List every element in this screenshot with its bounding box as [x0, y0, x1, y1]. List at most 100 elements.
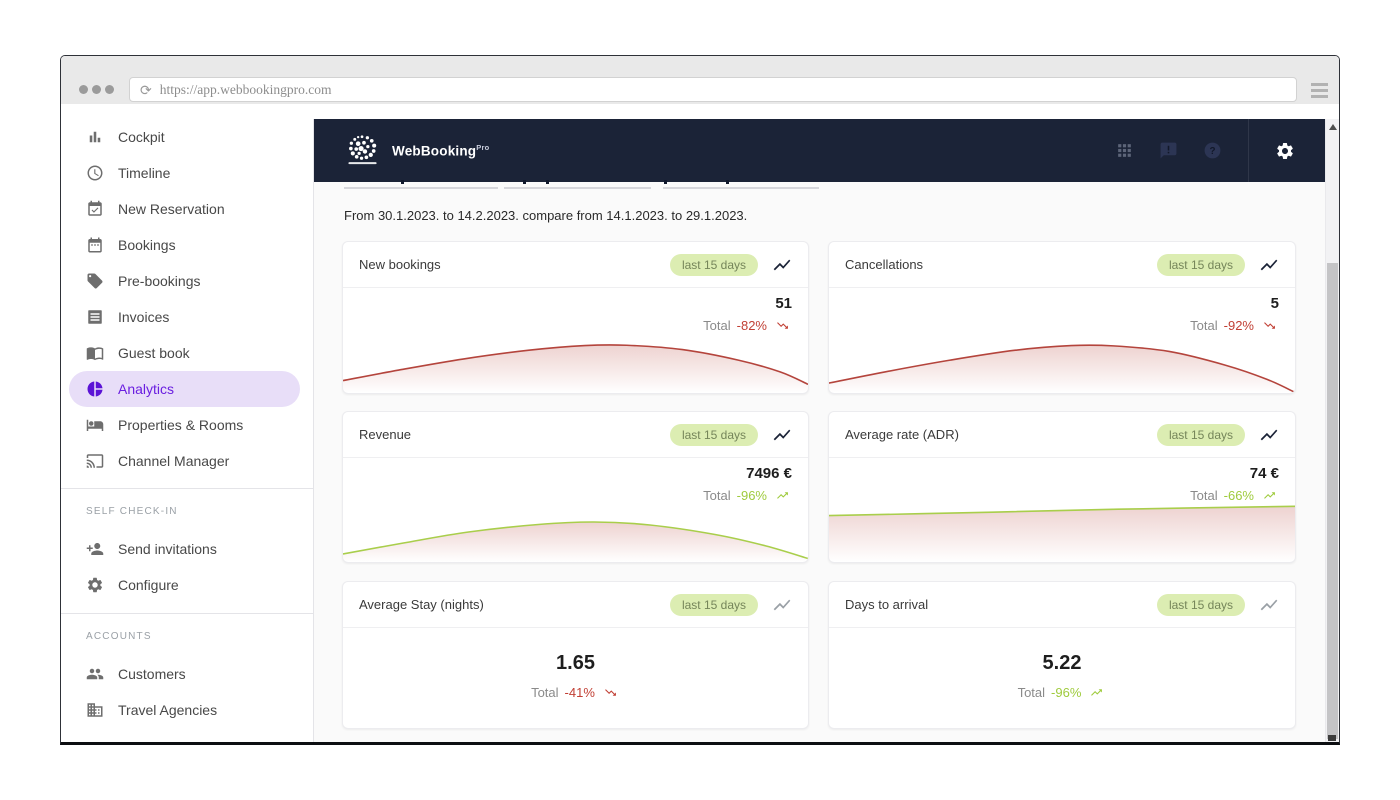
- sidebar-item-label: Pre-bookings: [118, 273, 201, 289]
- reload-icon[interactable]: ⟳: [140, 81, 152, 98]
- sidebar-item-label: Guest book: [118, 345, 190, 361]
- card-header: Days to arrival last 15 days: [829, 582, 1295, 628]
- feedback-chat-icon[interactable]: [1158, 141, 1178, 161]
- sidebar-item-timeline[interactable]: Timeline: [61, 155, 313, 191]
- tab-underline[interactable]: [663, 187, 819, 189]
- sidebar-item-customers[interactable]: Customers: [61, 656, 313, 692]
- metric-value: 5: [1270, 295, 1279, 312]
- sidebar-item-label: Customers: [118, 666, 186, 682]
- period-badge[interactable]: last 15 days: [1156, 423, 1245, 446]
- scroll-up-arrow-icon[interactable]: [1329, 124, 1337, 130]
- trending-up-icon: [777, 492, 788, 499]
- sparkline-chart: [829, 331, 1295, 393]
- app-frame: Cockpit Timeline New Reservation Booking…: [61, 104, 1339, 742]
- sidebar-section-self-check-in: SELF CHECK-IN: [86, 506, 178, 517]
- tab-underline[interactable]: [344, 187, 498, 189]
- total-label: Total: [703, 318, 731, 333]
- scrollbar-thumb[interactable]: [1327, 263, 1338, 739]
- card-cancellations: Cancellations last 15 days 5 Total -92%: [828, 241, 1296, 394]
- total-label: Total: [1017, 685, 1046, 700]
- bed-icon: [86, 416, 104, 434]
- trending-up-icon: [1091, 689, 1103, 696]
- apps-grid-icon[interactable]: [1114, 141, 1134, 161]
- metric-value: 5.22: [1042, 652, 1082, 674]
- sidebar-item-bookings[interactable]: Bookings: [61, 227, 313, 263]
- scroll-down-arrow-icon[interactable]: [1328, 735, 1336, 741]
- sidebar-item-label: Analytics: [118, 381, 175, 397]
- period-badge[interactable]: last 15 days: [1156, 593, 1245, 616]
- tab-label-descender: [523, 180, 526, 184]
- browser-chrome: ⟳ https://app.webbookingpro.com: [61, 56, 1339, 104]
- card-average-rate: Average rate (ADR) last 15 days 74 € Tot…: [828, 411, 1296, 563]
- sidebar-item-analytics[interactable]: Analytics: [69, 371, 300, 407]
- show-chart-icon[interactable]: [1259, 595, 1279, 615]
- card-title: Average rate (ADR): [845, 427, 959, 442]
- sidebar-item-cockpit[interactable]: Cockpit: [61, 119, 313, 155]
- card-header: New bookings last 15 days: [343, 242, 808, 288]
- show-chart-icon[interactable]: [772, 425, 792, 445]
- show-chart-icon[interactable]: [1259, 425, 1279, 445]
- sidebar-item-pre-bookings[interactable]: Pre-bookings: [61, 263, 313, 299]
- card-title: Cancellations: [845, 257, 924, 272]
- card-new-bookings: New bookings last 15 days 51 Total -82%: [342, 241, 809, 394]
- sidebar-item-send-invitations[interactable]: Send invitations: [61, 531, 313, 567]
- sidebar-item-label: Invoices: [118, 309, 170, 325]
- total-label: Total: [1190, 488, 1218, 503]
- metric-value: 7496 €: [746, 465, 792, 482]
- card-average-stay: Average Stay (nights) last 15 days 1.65 …: [342, 581, 809, 729]
- card-header: Revenue last 15 days: [343, 412, 808, 458]
- card-revenue: Revenue last 15 days 7496 € Total -96%: [342, 411, 809, 563]
- settings-gear-icon[interactable]: [1275, 141, 1295, 161]
- cast-icon: [86, 452, 104, 470]
- show-chart-icon[interactable]: [772, 595, 792, 615]
- url-text: https://app.webbookingpro.com: [159, 81, 332, 97]
- period-badge[interactable]: last 15 days: [669, 253, 758, 276]
- vertical-scrollbar[interactable]: [1325, 119, 1339, 742]
- tab-label-descender: [726, 180, 729, 184]
- total-label: Total: [1190, 318, 1218, 333]
- url-bar[interactable]: ⟳ https://app.webbookingpro.com: [129, 77, 1297, 102]
- tab-label-descender: [664, 180, 667, 184]
- sidebar-item-properties-rooms[interactable]: Properties & Rooms: [61, 407, 313, 443]
- sparkline-chart: [829, 504, 1295, 562]
- navbar-divider: [1248, 119, 1249, 182]
- trending-down-icon: [1264, 322, 1275, 329]
- person-add-icon: [86, 540, 104, 558]
- period-badge[interactable]: last 15 days: [1156, 253, 1245, 276]
- card-title: Days to arrival: [845, 597, 929, 612]
- sidebar-item-label: Configure: [118, 577, 179, 593]
- change-percent: -66%: [1223, 488, 1254, 503]
- sidebar-item-new-reservation[interactable]: New Reservation: [61, 191, 313, 227]
- tag-icon: [86, 272, 104, 290]
- sidebar-divider: [61, 488, 313, 489]
- top-strip: [61, 104, 1339, 119]
- card-title: Average Stay (nights): [359, 597, 484, 612]
- metric-value: 1.65: [556, 652, 595, 674]
- card-header: Average rate (ADR) last 15 days: [829, 412, 1295, 458]
- clock-icon: [86, 164, 104, 182]
- list-document-icon: [86, 308, 104, 326]
- building-icon: [86, 701, 104, 719]
- calendar-check-icon: [86, 200, 104, 218]
- sidebar-item-channel-manager[interactable]: Channel Manager: [61, 443, 313, 479]
- show-chart-icon[interactable]: [772, 255, 792, 275]
- browser-menu-icon[interactable]: [1311, 83, 1328, 98]
- sidebar-item-guest-book[interactable]: Guest book: [61, 335, 313, 371]
- trending-down-icon: [604, 689, 616, 696]
- sidebar-section-accounts: ACCOUNTS: [86, 631, 152, 642]
- bar-chart-icon: [86, 128, 104, 146]
- sidebar-item-label: Travel Agencies: [118, 702, 218, 718]
- tab-underline[interactable]: [504, 187, 651, 189]
- show-chart-icon[interactable]: [1259, 255, 1279, 275]
- sidebar-item-invoices[interactable]: Invoices: [61, 299, 313, 335]
- period-badge[interactable]: last 15 days: [669, 423, 758, 446]
- period-badge[interactable]: last 15 days: [669, 593, 758, 616]
- sidebar-item-travel-agencies[interactable]: Travel Agencies: [61, 692, 313, 728]
- brand-logo: WebBookingPro: [344, 134, 489, 167]
- sidebar-item-configure[interactable]: Configure: [61, 567, 313, 603]
- card-header: Average Stay (nights) last 15 days: [343, 582, 808, 628]
- help-icon[interactable]: ?: [1202, 141, 1222, 161]
- people-icon: [86, 665, 104, 683]
- sidebar-item-label: Channel Manager: [118, 453, 230, 469]
- window-dot-icon: [92, 85, 101, 94]
